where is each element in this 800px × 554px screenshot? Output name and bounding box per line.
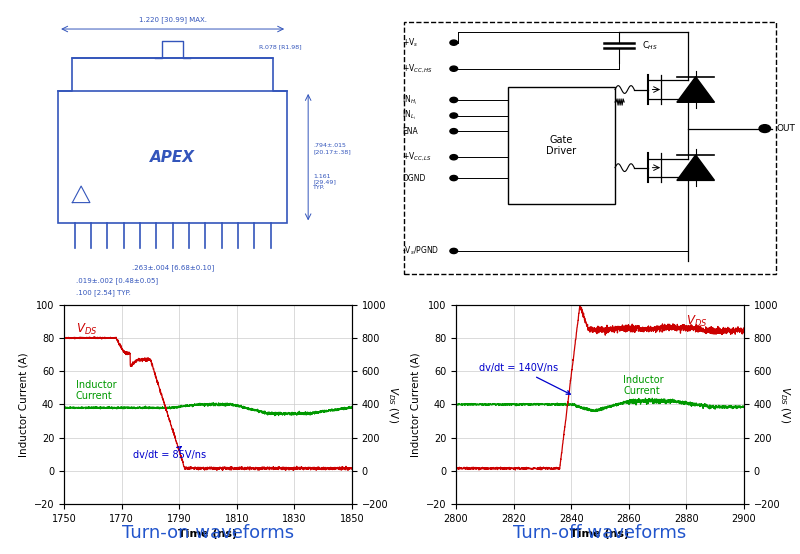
Text: $V_{DS}$: $V_{DS}$ (75, 322, 97, 337)
Circle shape (450, 40, 458, 45)
Circle shape (450, 66, 458, 71)
Polygon shape (677, 77, 714, 102)
Text: Inductor
Current: Inductor Current (75, 380, 116, 402)
X-axis label: Time (ns): Time (ns) (178, 530, 238, 540)
Text: APEX: APEX (150, 150, 195, 165)
Y-axis label: Inductor Current (A): Inductor Current (A) (18, 352, 28, 456)
Text: +V$_{CC,HS}$: +V$_{CC,HS}$ (402, 63, 433, 75)
Text: R.078 [R1.98]: R.078 [R1.98] (259, 45, 302, 50)
Text: ENA: ENA (402, 127, 418, 136)
Text: +V$_{CC,LS}$: +V$_{CC,LS}$ (402, 151, 432, 163)
Text: dv/dt = 85V/ns: dv/dt = 85V/ns (133, 447, 206, 460)
Circle shape (450, 155, 458, 160)
Text: .263±.004 [6.68±0.10]: .263±.004 [6.68±0.10] (131, 265, 214, 271)
X-axis label: Time (ns): Time (ns) (570, 530, 630, 540)
Y-axis label: Inductor Current (A): Inductor Current (A) (410, 352, 420, 456)
Text: 1.220 [30.99] MAX.: 1.220 [30.99] MAX. (138, 16, 206, 23)
Circle shape (759, 125, 770, 132)
Text: .100 [2.54] TYP.: .100 [2.54] TYP. (76, 289, 130, 296)
Text: Turn-off waveforms: Turn-off waveforms (514, 524, 686, 541)
Circle shape (450, 113, 458, 118)
Circle shape (450, 129, 458, 134)
Text: IN$_{H_i}$: IN$_{H_i}$ (402, 93, 417, 107)
Text: Inductor
Current: Inductor Current (623, 375, 664, 397)
Text: -V$_s$/PGND: -V$_s$/PGND (402, 245, 439, 257)
Text: DGND: DGND (402, 173, 426, 183)
Text: Gate
Driver: Gate Driver (546, 135, 576, 156)
Text: $V_{DS}$: $V_{DS}$ (686, 314, 708, 329)
Text: OUT: OUT (776, 124, 795, 133)
Bar (507, 87, 615, 204)
Text: +V$_s$: +V$_s$ (402, 37, 418, 49)
Circle shape (450, 98, 458, 102)
Circle shape (450, 248, 458, 254)
Text: dv/dt = 140V/ns: dv/dt = 140V/ns (479, 363, 570, 394)
Bar (58, 91, 287, 223)
Polygon shape (58, 58, 287, 91)
Text: Turn-on waveforms: Turn-on waveforms (122, 524, 294, 541)
Circle shape (450, 176, 458, 181)
Text: IN$_{L_i}$: IN$_{L_i}$ (402, 109, 416, 122)
Y-axis label: $V_{DS}$ (V): $V_{DS}$ (V) (778, 386, 791, 423)
Y-axis label: $V_{DS}$ (V): $V_{DS}$ (V) (386, 386, 399, 423)
Text: .019±.002 [0.48±0.05]: .019±.002 [0.48±0.05] (76, 277, 158, 284)
Text: C$_{HS}$: C$_{HS}$ (642, 39, 658, 52)
Text: .794±.015
[20.17±.38]: .794±.015 [20.17±.38] (314, 143, 351, 154)
Polygon shape (677, 155, 714, 181)
Text: 1.161
[29.49]
TYP.: 1.161 [29.49] TYP. (314, 173, 336, 190)
